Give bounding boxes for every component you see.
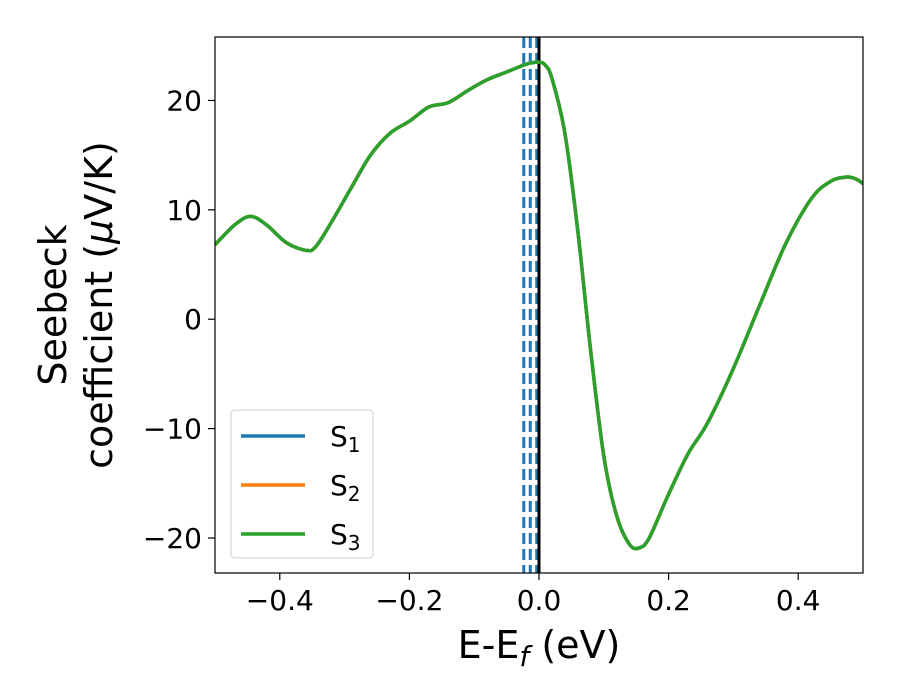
- reference-lines: [522, 37, 541, 573]
- y-axis-label-line1: Seebeck: [31, 224, 75, 385]
- x-tick-label: −0.4: [246, 584, 314, 617]
- y-tick-label: 0: [184, 303, 202, 336]
- x-tick-label: 0.2: [646, 584, 691, 617]
- series-line-s3: [215, 60, 863, 551]
- series-layer: [215, 60, 863, 551]
- y-axis-label: Seebeck coefficient (μV/K): [31, 141, 121, 469]
- y-tick-label: 10: [166, 194, 202, 227]
- legend: S1 S2 S3: [230, 409, 374, 559]
- y-tick-label: 20: [166, 84, 202, 117]
- x-axis: −0.4 −0.2 0.0 0.2 0.4: [246, 573, 821, 617]
- y-tick-label: −10: [143, 413, 202, 446]
- legend-label-s3: S3: [330, 518, 361, 555]
- legend-label-s1: S1: [330, 420, 361, 457]
- y-axis-label-line2: coefficient (μV/K): [77, 141, 121, 469]
- x-tick-label: −0.2: [375, 584, 443, 617]
- legend-label-s2: S2: [330, 469, 361, 506]
- x-axis-label: E-Ef (eV): [458, 623, 621, 673]
- y-axis: −20 −10 0 10 20: [143, 84, 215, 555]
- x-tick-label: 0.4: [776, 584, 821, 617]
- y-tick-label: −20: [143, 522, 202, 555]
- x-tick-label: 0.0: [517, 584, 562, 617]
